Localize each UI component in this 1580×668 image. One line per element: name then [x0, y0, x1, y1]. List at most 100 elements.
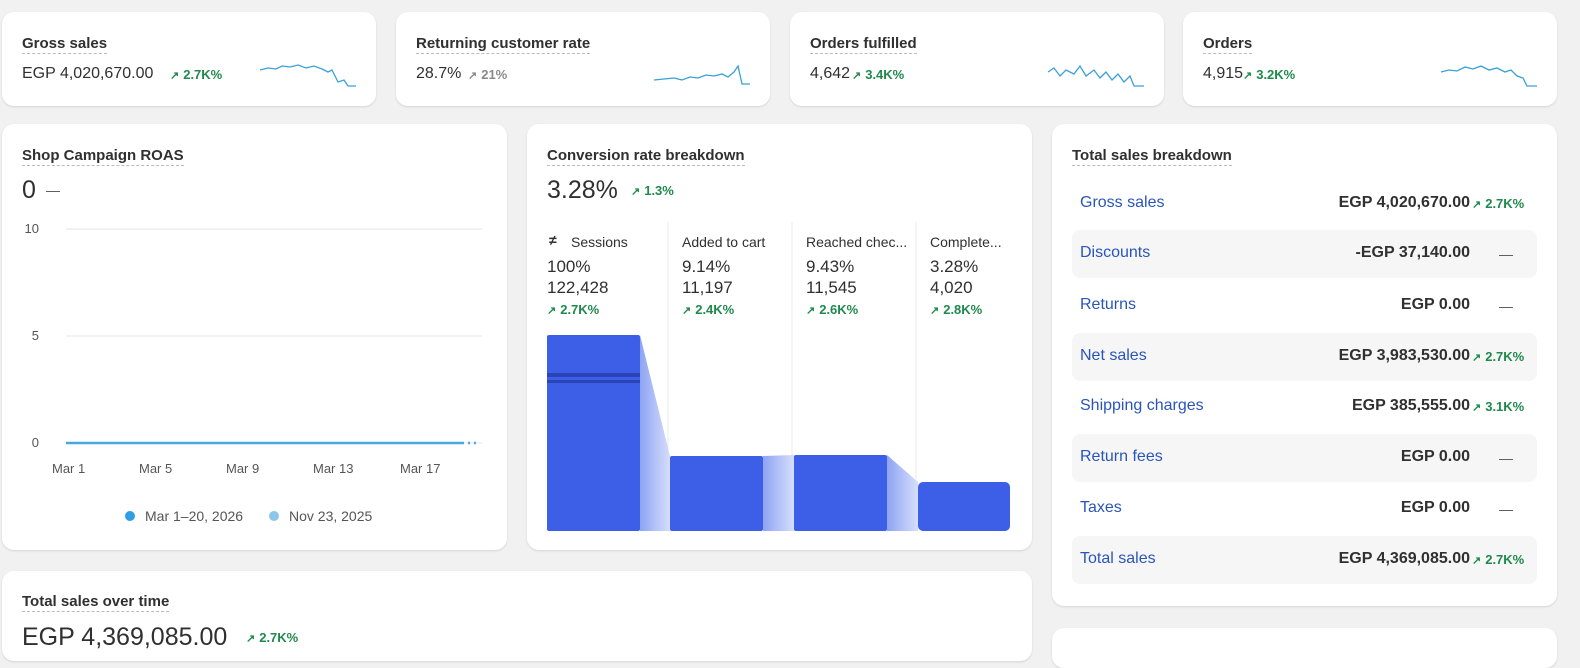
bar-band [547, 373, 640, 377]
bar-band [547, 380, 640, 383]
sparkline [259, 64, 356, 87]
row-bg [1072, 434, 1537, 482]
change: — [1499, 246, 1513, 262]
breakdown-card: Total sales breakdown Gross sales EGP 4,02… [1052, 124, 1557, 606]
kpi-title[interactable]: Gross sales [22, 35, 108, 54]
funnel-connector [887, 455, 918, 531]
sparkline [1047, 64, 1144, 87]
x-tick-label: Mar 1 [52, 461, 86, 476]
roas-chart [66, 228, 482, 445]
funnel-bar [670, 456, 763, 531]
sparkline-path [653, 64, 750, 85]
change: 2.4K% [682, 302, 734, 317]
row-label[interactable]: Taxes [1080, 499, 1122, 516]
card-title[interactable]: Conversion rate breakdown [547, 147, 745, 166]
row-label[interactable]: Discounts [1080, 244, 1151, 261]
change: 2.6K% [806, 302, 858, 317]
y-tick-label: 5 [31, 328, 39, 343]
row-label[interactable]: Shipping charges [1080, 397, 1204, 414]
row-value: EGP 0.00 [1400, 448, 1470, 465]
row-bg [1072, 230, 1537, 278]
row-bg [1072, 536, 1537, 584]
row-value: -EGP 37,140.00 [1355, 244, 1470, 261]
kpi-title[interactable]: Returning customer rate [416, 35, 591, 54]
y-tick-label: 10 [24, 221, 39, 236]
kpi-card: Returning customer rate 28.7% 21% [396, 12, 770, 106]
row-label[interactable]: Return fees [1080, 448, 1163, 465]
step-name: Complete... [930, 234, 1002, 250]
change: 3.2K% [1243, 67, 1295, 82]
step-rate: 100% [547, 257, 591, 276]
kpi-value: 4,915 [1203, 65, 1244, 82]
row-value: EGP 4,020,670.00 [1338, 194, 1470, 211]
card-title[interactable]: Total sales over time [22, 593, 170, 612]
kpi-value: 4,642 [810, 65, 851, 82]
metric: 3.28% [547, 176, 618, 204]
roas-card: Shop Campaign ROAS 0 — 10 5 0 Mar 1 Mar 5 Mar 9 M… [2, 124, 507, 550]
step-rate: 9.14% [682, 257, 731, 276]
metric: 0 [22, 176, 36, 204]
change: 2.7K% [1472, 196, 1524, 211]
kpi-card: Orders 4,9153.2K% [1183, 12, 1557, 106]
legend-label[interactable]: Nov 23, 2025 [289, 508, 373, 524]
step-name: Reached chec... [806, 234, 908, 250]
conversion-card: Conversion rate breakdown 3.28% 1.3% Sessio… [527, 124, 1032, 550]
change: 2.7K% [246, 630, 298, 645]
change: 21% [468, 67, 507, 82]
card-title[interactable]: Total sales breakdown [1072, 147, 1232, 166]
change: 2.7K% [547, 302, 599, 317]
step-count: 11,545 [806, 278, 857, 297]
change: 3.1K% [1472, 399, 1524, 414]
funnel-connector [640, 335, 670, 531]
sparkline-path [1440, 65, 1537, 87]
metric: EGP 4,369,085.00 [22, 623, 228, 651]
funnel-bar [918, 482, 1010, 531]
row-value: EGP 4,369,085.00 [1338, 550, 1470, 567]
step-rate: 3.28% [930, 257, 979, 276]
change: — [1499, 298, 1513, 314]
card-title[interactable]: Shop Campaign ROAS [22, 147, 184, 166]
change: — [46, 182, 60, 198]
sales-over-time-card: Total sales over time EGP 4,369,085.00 2.7… [2, 571, 1032, 661]
row-value: EGP 0.00 [1400, 499, 1470, 516]
card-partial [1052, 628, 1557, 668]
change: 1.3% [631, 183, 674, 198]
row-value: EGP 3,983,530.00 [1338, 347, 1470, 364]
kpi-card: Gross sales EGP 4,020,670.00 2.7K% [2, 12, 376, 106]
legend-dot [269, 511, 279, 521]
kpi-title[interactable]: Orders [1203, 35, 1253, 54]
row-label[interactable]: Returns [1080, 296, 1137, 313]
sparkline [653, 64, 750, 85]
sparkline [1440, 65, 1537, 87]
kpi-title[interactable]: Orders fulfilled [810, 35, 917, 54]
row-label[interactable]: Total sales [1080, 550, 1156, 567]
change: 2.7K% [170, 67, 222, 82]
x-tick-label: Mar 5 [139, 461, 173, 476]
row-value: EGP 385,555.00 [1351, 397, 1470, 414]
step-count: 122,428 [547, 278, 609, 297]
y-tick-label: 0 [31, 435, 39, 450]
kpi-value: 28.7% [416, 65, 462, 82]
change: 2.8K% [930, 302, 982, 317]
sparkline-path [1047, 64, 1144, 87]
row-label[interactable]: Net sales [1080, 347, 1147, 364]
x-tick-label: Mar 13 [313, 461, 354, 476]
funnel-connector [763, 455, 794, 531]
funnel-bar [547, 335, 640, 531]
step-rate: 9.43% [806, 257, 855, 276]
x-tick-label: Mar 9 [226, 461, 260, 476]
step-name: Added to cart [682, 234, 766, 250]
row-value: EGP 0.00 [1400, 296, 1470, 313]
step-count: 4,020 [930, 278, 973, 297]
change: — [1499, 450, 1513, 466]
x-tick-label: Mar 17 [400, 461, 441, 476]
sparkline-path [259, 64, 356, 87]
legend-label[interactable]: Mar 1–20, 2026 [145, 508, 244, 524]
change: 2.7K% [1472, 552, 1524, 567]
step-name: Sessions [571, 234, 628, 250]
change: — [1499, 501, 1513, 517]
row-label[interactable]: Gross sales [1080, 194, 1165, 211]
funnel-chart [547, 222, 1010, 531]
row-bg [1072, 333, 1537, 381]
